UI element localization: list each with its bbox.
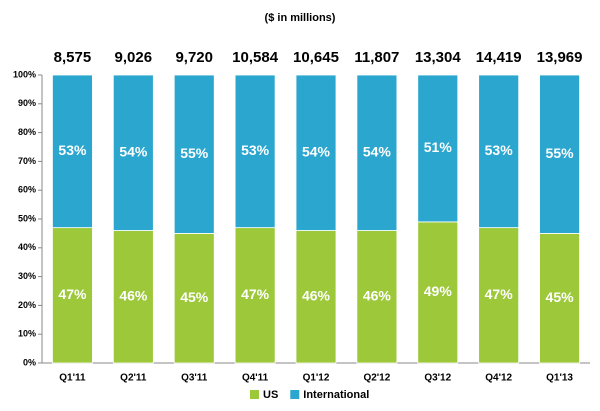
total-label: 14,419 [476,49,522,66]
y-tick-label: 80% [18,127,36,137]
bar-segment [112,230,154,364]
total-label: 8,575 [54,49,92,66]
total-label: 9,720 [175,49,213,66]
data-label: 46% [302,287,331,303]
x-tick-label: Q4'12 [485,373,512,384]
bar-segment [112,74,154,231]
bar-segment [234,227,276,364]
total-label: 9,026 [115,49,153,66]
data-label: 46% [119,287,148,303]
bar-segment [173,74,215,234]
data-label: 45% [180,289,209,305]
data-label: 54% [119,143,148,159]
data-label: 53% [485,142,514,158]
chart-subtitle: ($ in millions) [265,12,336,24]
y-tick-label: 30% [18,271,36,281]
total-label: 11,807 [354,49,399,66]
total-label: 13,969 [537,49,583,66]
y-tick-label: 70% [18,156,36,166]
data-label: 45% [546,289,575,305]
data-label: 53% [241,142,270,158]
x-tick-label: Q2'12 [363,373,390,384]
total-label: 10,645 [293,49,339,66]
data-label: 53% [58,142,87,158]
x-tick-label: Q1'12 [303,373,330,384]
legend-label: International [303,389,369,401]
bar-segment [173,232,215,364]
x-tick-label: Q1'11 [59,373,86,384]
data-label: 51% [424,139,453,155]
bar-segment [295,230,337,364]
bar-segment [234,74,276,229]
bar-segment [295,74,337,231]
bar-segment [356,74,398,231]
legend-swatch [250,390,259,399]
data-label: 49% [424,283,453,299]
data-label: 54% [363,143,392,159]
total-label: 13,304 [415,49,462,66]
bar-segment [478,227,520,364]
y-tick-label: 90% [18,98,36,108]
y-tick-label: 40% [18,242,36,252]
y-tick-label: 0% [23,357,36,367]
legend-label: US [263,389,278,401]
bar-segment [52,74,93,229]
bar-segment [539,74,580,234]
data-label: 46% [363,287,392,303]
data-label: 54% [302,143,331,159]
data-label: 47% [485,286,514,302]
data-label: 47% [58,286,87,302]
x-tick-label: Q1'13 [546,373,573,384]
x-tick-label: Q3'11 [181,373,208,384]
bar-segment [417,221,459,364]
bar-segment [539,232,580,364]
legend-swatch [290,390,300,399]
data-label: 47% [241,286,270,302]
x-tick-label: Q4'11 [242,373,269,384]
x-tick-label: Q3'12 [424,373,451,384]
y-tick-label: 60% [18,185,36,195]
y-tick-label: 10% [18,329,36,339]
bar-segment [52,227,93,364]
bar-segment [417,74,459,223]
total-label: 10,584 [232,49,279,66]
y-tick-label: 20% [18,300,36,310]
y-tick-label: 100% [13,69,36,79]
data-label: 55% [546,145,575,161]
x-tick-label: Q2'11 [120,373,147,384]
data-label: 55% [180,145,209,161]
bar-segment [478,74,520,229]
y-tick-label: 50% [18,213,36,223]
